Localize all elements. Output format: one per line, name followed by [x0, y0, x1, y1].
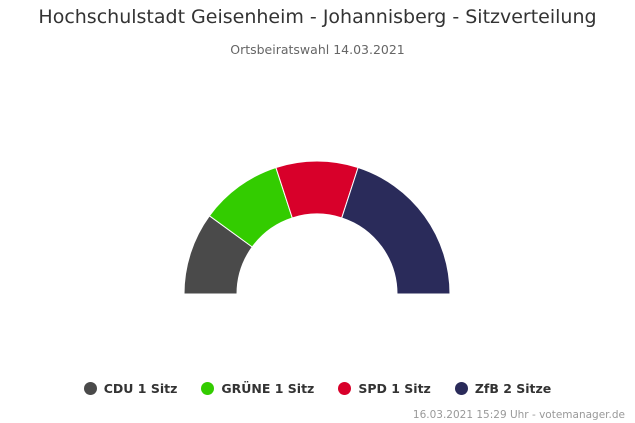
slice-zfb[interactable] — [341, 166, 451, 295]
legend-label: CDU 1 Sitz — [103, 381, 178, 396]
legend-marker — [338, 382, 352, 395]
legend-label: SPD 1 Sitz — [358, 381, 431, 396]
legend-marker — [201, 382, 215, 395]
legend-item-zfb[interactable]: ZfB 2 Sitze — [454, 381, 552, 396]
legend-marker — [454, 382, 468, 395]
legend-label: GRÜNE 1 Sitz — [221, 381, 315, 396]
credits-link[interactable]: 16.03.2021 15:29 Uhr - votemanager.de — [412, 409, 625, 421]
legend-item-spd[interactable]: SPD 1 Sitz — [338, 381, 431, 396]
chart-title: Hochschulstadt Geisenheim - Johannisberg… — [38, 6, 597, 28]
chart-subtitle: Ortsbeiratswahl 14.03.2021 — [230, 42, 405, 57]
legend-label: ZfB 2 Sitze — [474, 381, 552, 396]
legend: CDU 1 Sitz GRÜNE 1 Sitz SPD 1 Sitz ZfB 2… — [0, 381, 635, 396]
legend-item-gruene[interactable]: GRÜNE 1 Sitz — [201, 381, 314, 396]
legend-item-cdu[interactable]: CDU 1 Sitz — [83, 381, 178, 396]
legend-marker — [83, 382, 97, 395]
